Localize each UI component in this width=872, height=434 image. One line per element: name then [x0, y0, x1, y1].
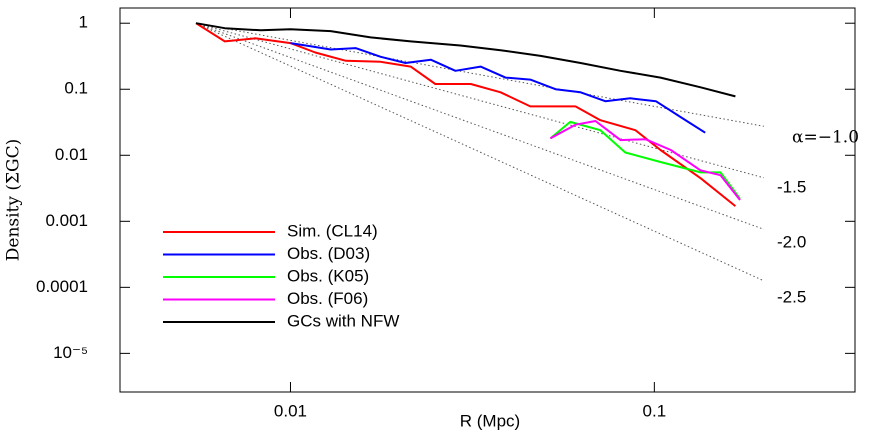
y-axis-label: Density (ΣGC) [4, 139, 24, 262]
legend-label: Sim. (CL14) [287, 221, 378, 240]
legend-label: GCs with NFW [287, 311, 399, 330]
y-tick-label: 0.001 [45, 211, 88, 230]
reference-label: -2.5 [777, 287, 806, 306]
series-line [290, 42, 706, 134]
x-tick-label: 0.01 [274, 401, 307, 420]
legend-label: Obs. (F06) [287, 289, 368, 308]
y-tick-label: 0.1 [64, 79, 88, 98]
y-tick-label: 1 [79, 13, 88, 32]
series-line [549, 120, 741, 200]
x-tick-label: 0.1 [643, 401, 667, 420]
reference-line [195, 22, 765, 230]
series-line [549, 120, 741, 201]
legend-label: Obs. (D03) [287, 244, 370, 263]
reference-line [195, 22, 765, 282]
series-line [195, 22, 737, 207]
y-tick-label: 0.01 [55, 145, 88, 164]
x-axis-label: R (Mpc) [460, 411, 520, 430]
series-line [195, 22, 736, 98]
reference-line [195, 22, 764, 127]
reference-label: -2.0 [777, 232, 806, 251]
reference-label: α=−1.0 [792, 128, 859, 148]
legend-label: Obs. (K05) [287, 266, 369, 285]
reference-label: -1.5 [777, 177, 806, 196]
plot-frame [119, 7, 856, 393]
y-tick-label: 10⁻⁵ [53, 343, 88, 362]
y-tick-label: 0.0001 [36, 277, 88, 296]
